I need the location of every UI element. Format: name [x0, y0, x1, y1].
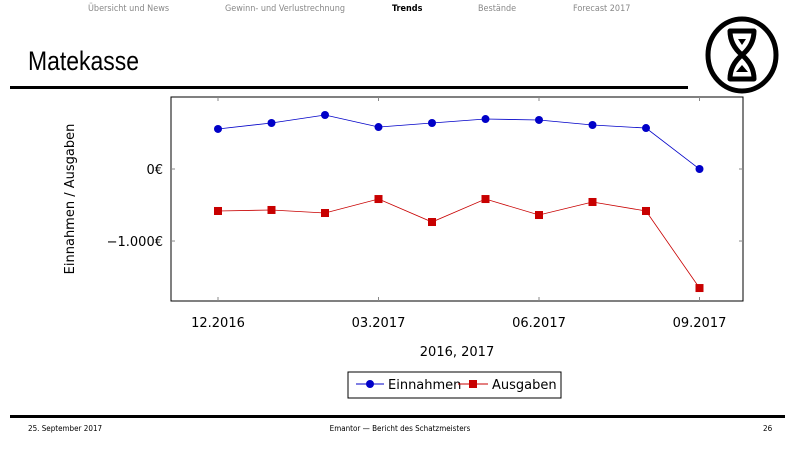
data-point-einnahmen	[428, 118, 436, 127]
data-point-ausgaben	[535, 211, 543, 220]
hourglass-in-circle-icon	[705, 16, 779, 94]
data-point-ausgaben	[588, 197, 597, 206]
page-number: 26	[763, 424, 773, 433]
plot-frame	[170, 96, 744, 302]
x-axis-label: 2016, 2017	[420, 345, 494, 360]
data-point-ausgaben	[374, 195, 383, 204]
x-tick-label: 12.2016	[191, 316, 245, 331]
y-axis-label: Einnahmen / Ausgaben	[63, 124, 78, 275]
data-point-einnahmen	[267, 118, 276, 127]
x-tick-label: 06.2017	[512, 316, 566, 331]
data-point-ausgaben	[695, 284, 704, 293]
y-tick-label: 0€	[146, 163, 163, 178]
data-point-ausgaben	[321, 209, 329, 218]
nav-forecast-2017[interactable]: Forecast 2017	[573, 4, 631, 14]
nav-bestände[interactable]: Bestände	[478, 4, 517, 14]
x-tick-label: 09.2017	[673, 316, 727, 331]
data-point-ausgaben	[214, 206, 222, 215]
data-point-einnahmen	[321, 111, 329, 120]
footer-rule	[10, 415, 785, 418]
data-point-ausgaben	[267, 205, 276, 214]
legend: Einnahmen Ausgaben	[347, 371, 562, 399]
nav-übersicht-und-news[interactable]: Übersicht und News	[88, 4, 170, 14]
data-point-einnahmen	[588, 121, 597, 130]
y-tick-label: −1.000€	[107, 235, 163, 250]
data-point-einnahmen	[374, 123, 383, 132]
data-point-ausgaben	[481, 195, 490, 204]
title-rule	[10, 86, 688, 89]
legend-marker-ausgaben	[469, 380, 477, 388]
data-point-ausgaben	[428, 218, 436, 227]
data-point-einnahmen	[535, 115, 543, 124]
data-point-ausgaben	[642, 206, 650, 215]
nav-trends[interactable]: Trends	[392, 4, 423, 14]
slide-title: Matekasse	[28, 46, 139, 76]
x-tick-label: 03.2017	[352, 316, 406, 331]
footer-title: Emantor — Bericht des Schatzmeisters	[329, 424, 471, 433]
data-point-einnahmen	[695, 165, 704, 174]
series-line-einnahmen	[217, 114, 700, 170]
data-point-einnahmen	[214, 124, 222, 133]
series-line-ausgaben	[217, 198, 700, 289]
data-point-einnahmen	[642, 124, 650, 133]
chart: Einnahmen / Ausgaben 2016, 2017 12.2016 0…	[63, 96, 744, 399]
footer-date: 25. September 2017	[28, 424, 103, 433]
nav-gewinn-und-verlustrechnung[interactable]: Gewinn- und Verlustrechnung	[225, 4, 346, 14]
data-point-einnahmen	[481, 115, 490, 124]
legend-einnahmen: Einnahmen	[388, 378, 461, 393]
legend-ausgaben: Ausgaben	[492, 378, 557, 393]
legend-marker-einnahmen	[366, 380, 374, 388]
